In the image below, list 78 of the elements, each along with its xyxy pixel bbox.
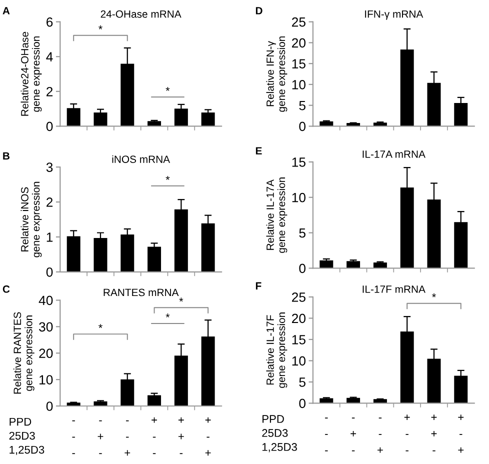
bar: [148, 246, 162, 272]
text: PPD: [262, 415, 284, 423]
y-tick-label: 1: [46, 232, 53, 242]
annotation: *: [179, 298, 184, 302]
y-tick-label: 5: [299, 101, 306, 110]
category-label: + - -: [152, 417, 157, 454]
text: 25D3: [262, 429, 288, 437]
y-tick-label: 10: [292, 192, 306, 202]
annotation: *: [166, 314, 170, 318]
y-tick-label: 15: [292, 158, 306, 167]
text: D: [256, 7, 262, 14]
text: E: [256, 147, 262, 154]
text: 1,25D3: [10, 446, 44, 456]
y-tick-label: 25: [292, 17, 306, 27]
text: F: [256, 282, 262, 290]
category-label: - + -: [98, 420, 104, 454]
y-tick-label: 5: [299, 228, 306, 238]
bar: [94, 112, 108, 126]
category-label: - + -: [350, 418, 356, 452]
category-label: + - +: [205, 417, 211, 456]
text: B: [3, 152, 10, 160]
y-axis-title: Relative IFN-γ gene expression: [266, 36, 288, 112]
y-tick-label: 15: [292, 59, 306, 68]
y-tick-label: 0: [299, 122, 306, 132]
y-tick-label: 5: [299, 378, 306, 387]
annotation: *: [432, 293, 436, 298]
y-tick-label: 30: [39, 322, 53, 332]
annotation: *: [166, 176, 170, 180]
y-tick-label: 10: [292, 80, 306, 90]
annotation: *: [98, 25, 102, 30]
y-axis-title: Relative iNOS gene expression: [20, 182, 42, 258]
bar: [66, 108, 80, 126]
y-tick-label: 0: [299, 398, 306, 408]
text: 1,25D3: [262, 443, 297, 452]
y-axis-title: Relative IL-17F gene expression: [266, 312, 288, 388]
chart-title: IL-17F mRNA: [362, 286, 426, 293]
y-tick-label: 25: [292, 292, 306, 302]
chart-title: IL-17A mRNA: [362, 150, 426, 158]
y-tick-label: 2: [46, 86, 53, 96]
y-axis-title: Relative24-OHase gene expression: [20, 32, 42, 116]
y-tick-label: 2: [46, 198, 53, 207]
text: 25D3: [9, 432, 35, 440]
category-label: + + -: [431, 414, 437, 452]
y-tick-label: 15: [292, 335, 306, 344]
y-tick-label: 0: [299, 264, 306, 274]
category-label: - - -: [72, 420, 75, 454]
y-tick-label: 40: [38, 296, 53, 306]
category-label: - - -: [325, 418, 328, 452]
category-label: - - +: [124, 420, 130, 456]
bar: [174, 108, 188, 126]
category-label: - - +: [377, 418, 383, 453]
annotation: *: [98, 324, 102, 328]
y-tick-label: 20: [39, 348, 53, 358]
y-axis-title: Relative RANTES gene expression: [13, 312, 34, 394]
y-tick-label: 4: [46, 52, 53, 62]
category-label: + + -: [178, 417, 184, 454]
chart-title: RANTES mRNA: [104, 288, 179, 296]
category-label: + - +: [458, 414, 464, 453]
annotation: *: [166, 87, 170, 91]
y-tick-label: 20: [292, 314, 306, 324]
y-tick-label: 6: [46, 17, 53, 27]
chart-title: IFN-γ mRNA: [365, 10, 424, 20]
y-axis-title: Relative IL-17A gene expression: [266, 178, 288, 253]
chart-title: 24-OHase mRNA: [100, 10, 182, 18]
text: C: [2, 285, 10, 293]
chart-title: iNOS mRNA: [112, 155, 170, 163]
y-tick-label: 10: [40, 375, 53, 384]
y-tick-label: 0: [46, 267, 53, 277]
y-tick-label: 0: [46, 402, 53, 411]
category-label: + - -: [404, 414, 410, 452]
bar: [201, 112, 215, 126]
bar: [148, 395, 162, 406]
y-tick-label: 20: [292, 38, 306, 48]
y-tick-label: 3: [46, 162, 53, 172]
y-tick-label: 10: [292, 356, 306, 366]
text: A: [2, 7, 10, 14]
y-tick-label: 0: [46, 122, 53, 132]
text: PPD: [10, 418, 32, 426]
